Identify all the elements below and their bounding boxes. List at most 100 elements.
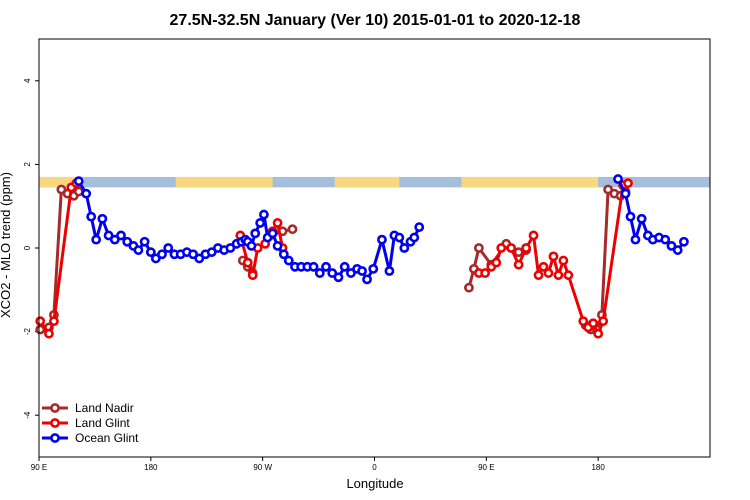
series-2 (73, 174, 689, 285)
axes: 90 E 180 90 W 0 90 E 180 -4 -2 0 2 4 (23, 78, 605, 472)
series-1-point-2-8 (528, 230, 539, 241)
series-2-point-0-0 (73, 176, 84, 187)
x-tick-label-3: 0 (372, 463, 377, 472)
series-1-point-2-19 (593, 328, 604, 339)
land-band-segment-0 (39, 176, 84, 188)
series-1-point-2-10 (538, 261, 549, 272)
series-2-point-1-2 (625, 211, 636, 222)
x-tick-label-4: 90 E (478, 463, 494, 472)
series-2-point-0-25 (225, 243, 236, 253)
x-tick-label-2: 90 W (253, 463, 272, 472)
series-2-point-0-22 (206, 247, 217, 258)
series-2-point-0-32 (255, 218, 266, 228)
series-1-point-2-11 (543, 268, 554, 278)
series-1-point-1-2 (247, 270, 258, 281)
legend-label-2: Ocean Glint (75, 431, 139, 445)
series-2-point-1-0 (613, 174, 623, 184)
series-2-point-0-33 (259, 209, 269, 220)
series-0-point-2-2 (287, 224, 298, 235)
series-2-point-1-11 (679, 236, 689, 247)
y-tick-label-4: 4 (23, 78, 32, 83)
x-tick-label-1: 180 (144, 463, 158, 472)
series-2-point-0-2 (86, 211, 97, 222)
series-1-point-1-1 (242, 257, 253, 268)
series-2-point-0-5 (103, 230, 114, 241)
series-2-point-0-12 (145, 247, 156, 258)
series-2-point-0-57 (399, 243, 410, 253)
series-2-point-0-53 (377, 234, 387, 245)
series-2-point-0-13 (150, 253, 161, 264)
series-1-point-2-15 (563, 270, 574, 281)
series-1-point-0-1 (44, 328, 54, 339)
series-2-point-0-51 (362, 274, 372, 285)
series-0-point-0-6 (73, 186, 84, 197)
series-0-point-3-2 (473, 243, 484, 253)
series-2-point-0-48 (345, 268, 356, 278)
plot-frame (38, 38, 711, 458)
series-1-point-2-18 (588, 318, 599, 329)
series-2-point-0-56 (394, 232, 405, 243)
x-tick-label-0: 90 E (31, 463, 47, 472)
series-2-point-0-59 (409, 232, 420, 243)
series-2-point-0-54 (384, 266, 395, 276)
series-2-point-0-15 (163, 243, 174, 253)
series-1-point-2-12 (548, 251, 559, 262)
series-2-point-0-3 (91, 234, 102, 245)
series-2-point-0-50 (357, 266, 367, 276)
series-1-point-2-1 (480, 268, 490, 278)
series-2-point-0-8 (122, 236, 133, 247)
series-1-point-2-7 (521, 243, 531, 253)
series-1-point-0-2 (49, 316, 59, 327)
series-2-point-0-44 (321, 261, 331, 272)
series-2-point-0-4 (97, 213, 108, 224)
land-band-segment-1 (175, 176, 273, 188)
legend-label-1: Land Glint (75, 416, 130, 430)
y-tick-label-2: 0 (23, 245, 32, 250)
series-1-point-2-13 (553, 270, 564, 281)
series-2-point-0-37 (278, 249, 289, 260)
series-2-point-0-38 (283, 255, 294, 266)
y-tick-label-0: -4 (23, 411, 32, 419)
y-tick-label-3: 2 (23, 162, 32, 167)
series-2-point-1-1 (620, 188, 631, 199)
series-2-point-0-7 (116, 230, 126, 241)
series-2-point-0-20 (194, 253, 205, 264)
series-2-point-0-45 (327, 268, 338, 278)
series-2-point-1-3 (630, 234, 641, 245)
series-2-point-0-43 (314, 268, 325, 278)
series-2-point-0-31 (250, 228, 261, 239)
series-1-point-1-6 (272, 218, 283, 228)
series-2-point-0-35 (267, 228, 278, 239)
series-2-point-1-8 (660, 234, 671, 245)
series-2-point-0-52 (368, 263, 379, 274)
series-0-point-3-0 (464, 282, 474, 293)
series-2-point-0-42 (308, 261, 319, 272)
series-2-point-0-30 (246, 241, 257, 251)
series-0-point-4-4 (603, 184, 614, 195)
series-2-point-0-19 (188, 249, 198, 260)
y-axis-label: XCO2 - MLO trend (ppm) (0, 172, 13, 318)
series-2-point-0-10 (133, 245, 144, 255)
series-2-point-1-10 (672, 245, 683, 255)
land-ocean-band (39, 176, 710, 188)
series-1-point-2-3 (491, 257, 502, 268)
series-1-point-0-0 (35, 316, 46, 327)
series-2-point-0-6 (109, 234, 120, 245)
series-2-point-0-60 (414, 222, 425, 232)
land-band-segment-3 (461, 176, 599, 188)
series-1 (35, 178, 633, 339)
series-0-point-0-3 (56, 184, 67, 195)
x-tick-label-5: 180 (591, 463, 605, 472)
series-1-point-2-16 (578, 316, 589, 327)
series-1-point-2-4 (496, 243, 507, 253)
series-0 (35, 184, 631, 335)
legend-label-0: Land Nadir (75, 401, 134, 415)
series-1-point-2-9 (533, 270, 544, 281)
series-2-point-0-11 (139, 236, 150, 247)
series-1-point-2-22 (623, 178, 633, 189)
series-0-line-0 (39, 187, 80, 331)
series-2-point-0-1 (81, 188, 92, 199)
x-axis-label: Longitude (346, 476, 403, 491)
